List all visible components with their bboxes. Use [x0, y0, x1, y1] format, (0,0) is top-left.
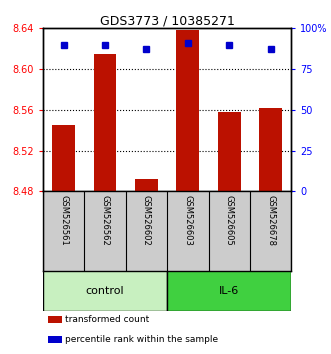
Text: control: control [86, 286, 124, 296]
Text: GSM526603: GSM526603 [183, 195, 192, 246]
Bar [94, 54, 117, 191]
Bar [176, 30, 199, 191]
Text: percentile rank within the sample: percentile rank within the sample [66, 335, 218, 344]
Title: GDS3773 / 10385271: GDS3773 / 10385271 [100, 14, 235, 27]
Text: GSM526602: GSM526602 [142, 195, 151, 246]
Text: GSM526562: GSM526562 [101, 195, 110, 246]
Text: GSM526605: GSM526605 [225, 195, 234, 246]
Bar [48, 316, 62, 324]
Text: IL-6: IL-6 [219, 286, 239, 296]
Text: transformed count: transformed count [66, 315, 150, 324]
Bar [218, 112, 241, 191]
Bar [135, 179, 158, 191]
Text: GSM526561: GSM526561 [59, 195, 68, 246]
Text: GSM526678: GSM526678 [266, 195, 275, 246]
Bar [167, 271, 291, 311]
Bar [259, 108, 282, 191]
Bar [43, 271, 167, 311]
Bar [48, 336, 62, 343]
Bar [52, 125, 75, 191]
